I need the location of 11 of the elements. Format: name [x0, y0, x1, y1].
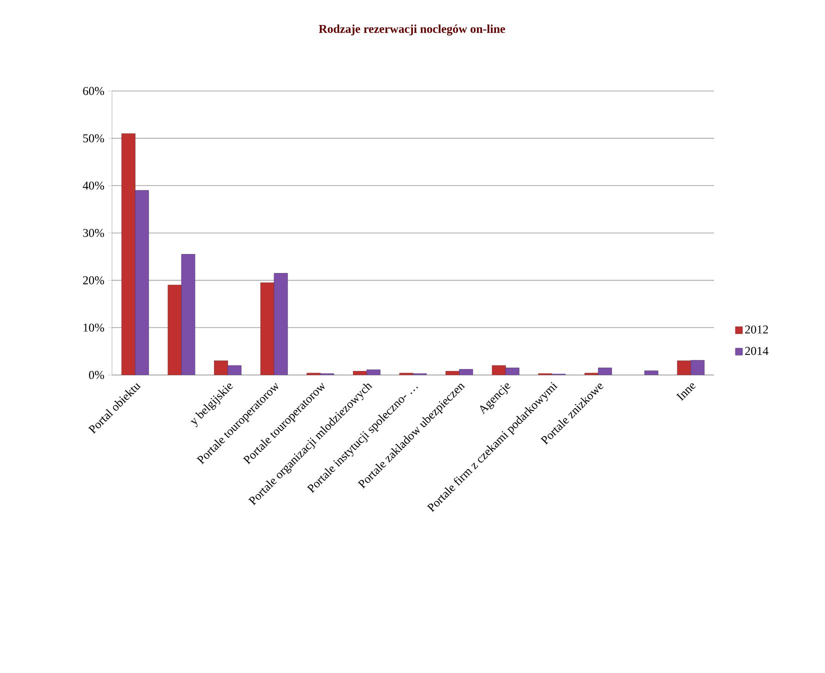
x-tick-label: Inne	[676, 383, 696, 401]
legend-label: 2014	[745, 346, 768, 355]
y-tick-label: 10%	[84, 324, 104, 332]
y-tick-label: 20%	[83, 276, 104, 284]
y-tick-label: 50%	[83, 134, 104, 142]
y-tick-label: 30%	[83, 228, 104, 238]
y-tick-label: 40%	[82, 182, 104, 190]
y-tick-label: 0%	[89, 370, 104, 380]
legend-label: 2012	[745, 325, 768, 334]
chart-title: Rodzaje rezerwacji noclegów on-line	[318, 24, 506, 36]
y-tick-label: 60%	[83, 86, 104, 96]
